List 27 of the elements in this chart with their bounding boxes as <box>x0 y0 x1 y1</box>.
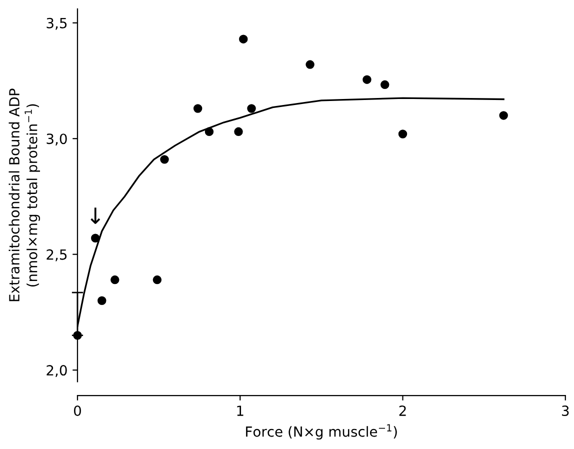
point <box>234 127 243 136</box>
y-tick-label: 3,0 <box>46 134 67 146</box>
x-tick-label: 0 <box>74 406 81 416</box>
point <box>91 234 100 243</box>
x-tick-label: 1 <box>237 406 244 416</box>
point <box>160 155 169 164</box>
point <box>499 111 508 120</box>
point <box>73 330 82 340</box>
point <box>110 275 120 284</box>
point <box>362 75 372 84</box>
x-axis-title: Force (N×g muscle$^{−1}$) <box>246 424 397 440</box>
point <box>98 296 106 306</box>
point <box>247 104 256 113</box>
x-tick-label: 3 <box>562 406 569 416</box>
annotation: ↓ <box>90 208 100 224</box>
point <box>152 275 162 284</box>
y-tick-label: 2,5 <box>46 249 67 262</box>
x-tick-label: 2 <box>399 406 406 416</box>
y-axis-title: Extramitochondrial Bound ADP (nmol×mg total protein$^{−1}$) <box>8 88 40 302</box>
point <box>193 104 202 113</box>
point <box>239 34 248 44</box>
y-tick-label: 3,5 <box>46 18 67 30</box>
point <box>204 127 214 136</box>
point <box>306 60 314 69</box>
y-tick-label: 2,0 <box>46 365 67 377</box>
point <box>398 130 408 138</box>
point <box>380 80 390 90</box>
